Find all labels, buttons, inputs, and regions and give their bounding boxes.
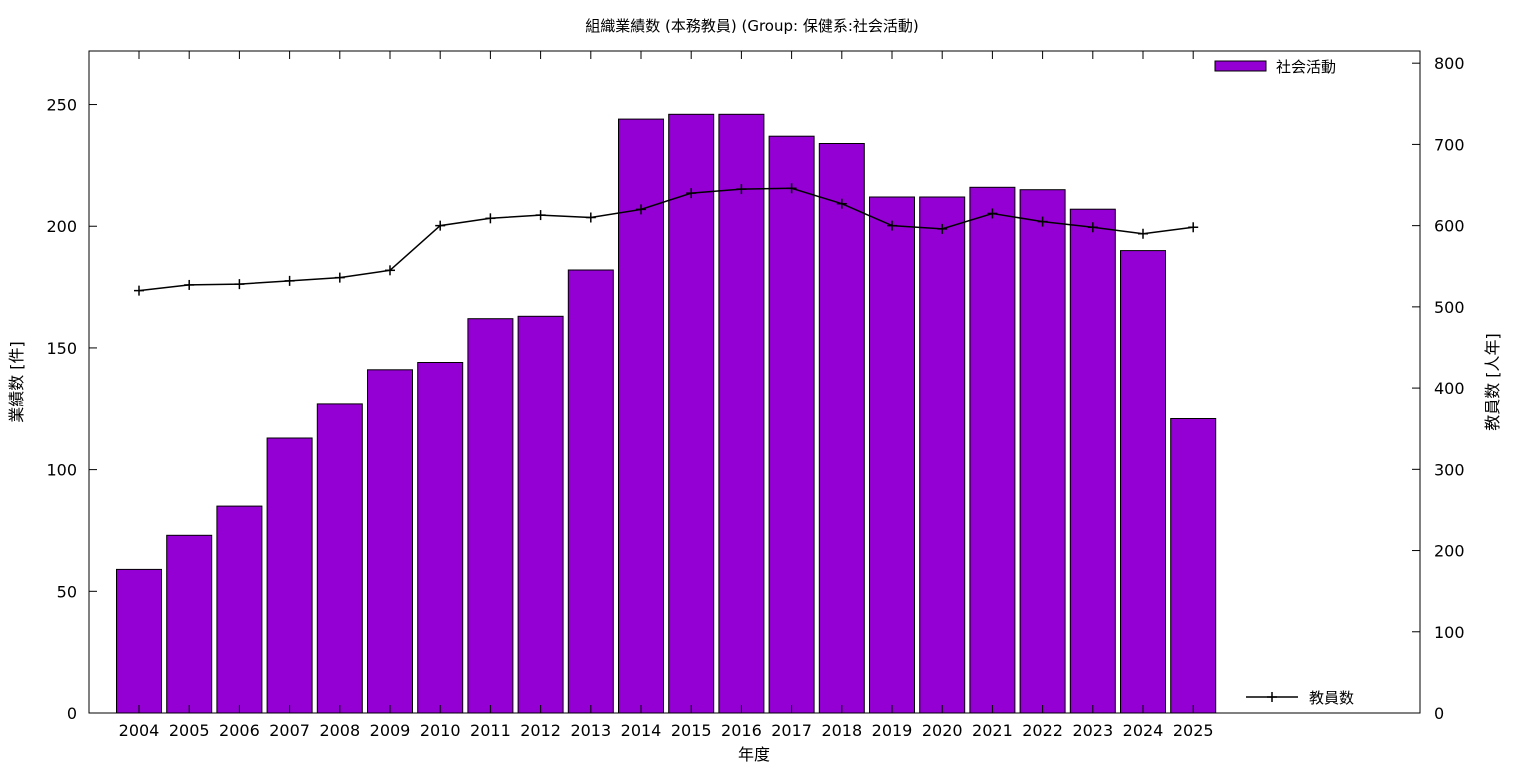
x-tick-label: 2007 [269,721,310,740]
staff-point-2013 [585,212,596,223]
staff-point-2006 [234,279,245,290]
bar-2015 [668,113,715,714]
staff-line [134,183,1199,296]
staff-point-2016 [736,184,747,195]
x-tick-label: 2013 [570,721,611,740]
x-axis-title: 年度 [738,745,770,764]
bar-2012 [517,315,564,714]
bar-2020 [919,196,966,714]
x-tick-label: 2023 [1072,721,1113,740]
y-tick-label: 200 [46,217,77,236]
bar-2009 [367,369,413,714]
legend-line-label: 教員数 [1309,689,1354,707]
staff-point-2024 [1138,228,1148,239]
y2-tick-label: 100 [1434,623,1465,642]
staff-point-2004 [134,285,144,296]
staff-point-2005 [184,279,195,290]
x-tick-label: 2011 [470,721,511,740]
staff-point-2017 [786,183,797,194]
x-tick-label: 2025 [1173,721,1214,740]
staff-point-2021 [987,208,998,219]
staff-count-line [138,187,1194,292]
x-tick-label: 2014 [621,721,662,740]
staff-point-2022 [1037,216,1048,227]
staff-point-2007 [284,275,295,286]
y-axis-title: 業績数 [件] [7,341,26,423]
legend-bars: 社会活動 [1214,58,1336,76]
bar-2010 [417,362,464,714]
bar-2013 [567,269,614,714]
bar-2008 [316,403,363,714]
x-tick-label: 2024 [1123,721,1164,740]
bar-2024 [1120,250,1166,714]
bar-2016 [718,113,765,714]
staff-point-2012 [535,210,546,221]
x-tick-label: 2006 [219,721,260,740]
y-tick-label: 100 [46,461,77,480]
staff-point-2023 [1087,222,1098,233]
y-tick-label: 150 [46,339,77,358]
bars [116,113,1217,714]
y2-axis-title: 教員数 [人年] [1483,333,1502,431]
x-tick-label: 2009 [370,721,411,740]
staff-point-2008 [334,272,345,283]
staff-point-2010 [435,220,446,231]
bar-2004 [116,568,162,714]
x-tick-label: 2020 [922,721,963,740]
y2-tick-label: 200 [1434,542,1465,561]
x-tick-label: 2004 [119,721,160,740]
bar-2023 [1069,208,1116,714]
x-tick-label: 2005 [169,721,210,740]
y-tick-label: 250 [46,96,77,115]
y2-tick-label: 800 [1434,54,1465,73]
x-tick-label: 2015 [671,721,712,740]
x-tick-label: 2017 [771,721,812,740]
chart-title: 組織業績数 (本務教員) (Group: 保健系:社会活動) [585,17,919,35]
staff-point-2020 [937,223,948,234]
y2-tick-label: 0 [1434,704,1444,723]
staff-point-2011 [485,213,496,224]
legend-line: 教員数 [1246,689,1354,707]
bar-2014 [618,118,664,714]
y2-tick-label: 300 [1434,460,1465,479]
y2-tick-label: 700 [1434,135,1465,154]
bar-2019 [869,196,915,714]
staff-point-2015 [686,188,697,199]
bar-2011 [467,318,514,714]
bar-2021 [969,186,1016,714]
y-tick-label: 50 [57,582,77,601]
y2-tick-label: 400 [1434,379,1465,398]
x-tick-label: 2021 [972,721,1013,740]
bar-2006 [216,505,263,714]
x-tick-label: 2008 [319,721,360,740]
y2-tick-label: 500 [1434,298,1465,317]
x-tick-label: 2018 [821,721,862,740]
x-tick-label: 2010 [420,721,461,740]
staff-point-2009 [385,265,395,276]
x-tick-label: 2019 [872,721,913,740]
legend-bar-label: 社会活動 [1276,58,1336,76]
staff-point-2025 [1188,222,1199,233]
staff-point-2014 [636,204,646,215]
legend-bar-swatch [1214,60,1267,72]
bar-2005 [166,534,213,714]
y2-tick-label: 600 [1434,217,1465,236]
staff-point-2019 [887,220,897,231]
axes: 0 50 100 150 200 250 0 100 200 300 400 500 600 700 800… [46,51,1465,740]
x-tick-label: 2022 [1022,721,1063,740]
x-tick-label: 2016 [721,721,762,740]
staff-point-2018 [836,198,847,209]
bar-2018 [818,143,865,714]
y-tick-label: 0 [67,704,77,723]
bar-2025 [1170,418,1217,714]
bar-2017 [768,135,815,714]
bar-2022 [1019,189,1066,714]
x-tick-label: 2012 [520,721,561,740]
bar-2007 [266,437,313,714]
